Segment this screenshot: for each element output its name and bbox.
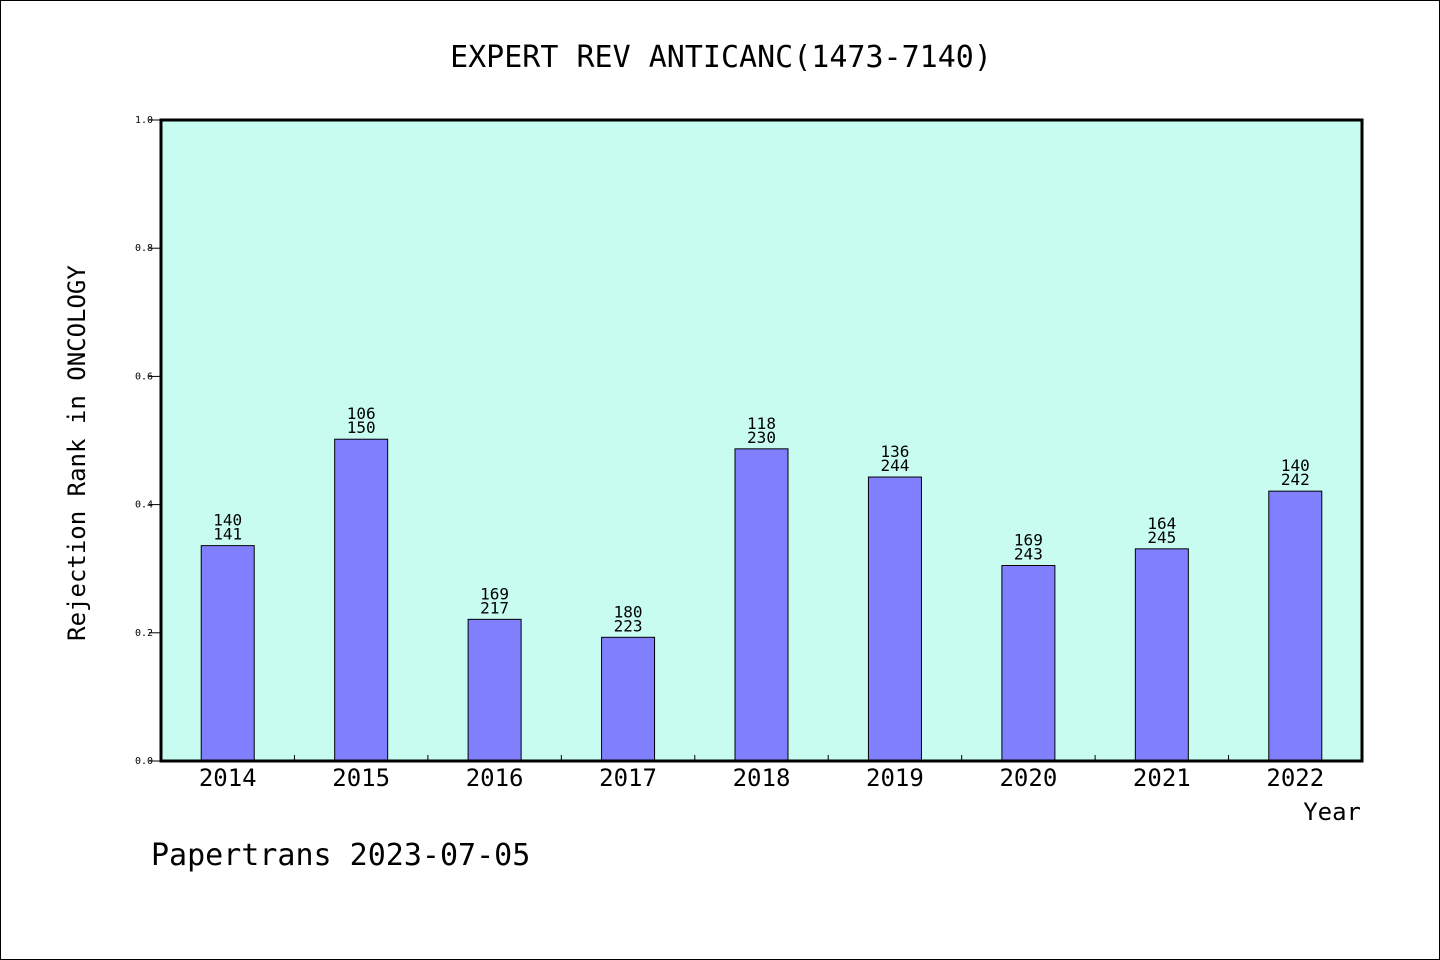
y-tick-label-0.8: 0.8 [135, 243, 153, 254]
bar-2018 [734, 448, 789, 762]
ticks-layer [149, 119, 1230, 762]
y-tick-label-0.2: 0.2 [135, 628, 153, 639]
data-label-top-2017: 180 [614, 602, 643, 621]
x-tick-label-2017: 2017 [599, 764, 657, 792]
data-label-top-2016: 169 [480, 584, 509, 603]
data-label-bottom-2021: 245 [1147, 528, 1176, 547]
data-label-top-2015: 106 [347, 404, 376, 423]
x-tick-label-2018: 2018 [733, 764, 791, 792]
bar-2019 [867, 476, 922, 762]
data-label-bottom-2018: 230 [747, 428, 776, 447]
bars-layer [200, 438, 1323, 762]
data-label-bottom-2020: 243 [1014, 544, 1043, 563]
data-label-bottom-2014: 141 [213, 525, 242, 544]
data-label-top-2022: 140 [1281, 456, 1310, 475]
bar-2016 [467, 618, 522, 762]
plot-border [159, 118, 1364, 763]
x-axis-label: Year [1303, 798, 1361, 826]
bar-2015 [334, 438, 389, 762]
bar-2014 [200, 545, 255, 762]
bar-2021 [1134, 548, 1189, 762]
data-label-bottom-2015: 150 [347, 418, 376, 437]
data-label-top-2020: 169 [1014, 530, 1043, 549]
bar-2020 [1001, 564, 1056, 762]
y-axis-label: Rejection Rank in ONCOLOGY [63, 265, 91, 641]
footer-credit: Papertrans 2023-07-05 [151, 838, 530, 873]
y-tick-label-1.0: 1.0 [135, 115, 153, 126]
data-label-bottom-2019: 244 [880, 456, 909, 475]
data-label-top-2021: 164 [1147, 514, 1176, 533]
labels-layer: 1401412014106150201516921720161802232017… [135, 115, 1324, 792]
data-label-top-2018: 118 [747, 414, 776, 433]
data-label-bottom-2017: 223 [614, 616, 643, 635]
x-tick-label-2016: 2016 [466, 764, 524, 792]
bar-2022 [1268, 490, 1323, 762]
bar-2017 [601, 636, 656, 762]
x-tick-label-2020: 2020 [999, 764, 1057, 792]
x-tick-label-2019: 2019 [866, 764, 924, 792]
x-tick-label-2022: 2022 [1266, 764, 1324, 792]
chart-title: EXPERT REV ANTICANC(1473-7140) [450, 40, 992, 75]
y-tick-label-0.6: 0.6 [135, 371, 153, 382]
data-label-top-2019: 136 [880, 442, 909, 461]
y-tick-label-0.4: 0.4 [135, 500, 153, 511]
x-tick-label-2021: 2021 [1133, 764, 1191, 792]
data-label-bottom-2016: 217 [480, 598, 509, 617]
data-label-bottom-2022: 242 [1281, 470, 1310, 489]
x-tick-label-2015: 2015 [332, 764, 390, 792]
x-tick-label-2014: 2014 [199, 764, 257, 792]
y-tick-label-0.0: 0.0 [135, 756, 153, 767]
data-label-top-2014: 140 [213, 511, 242, 530]
